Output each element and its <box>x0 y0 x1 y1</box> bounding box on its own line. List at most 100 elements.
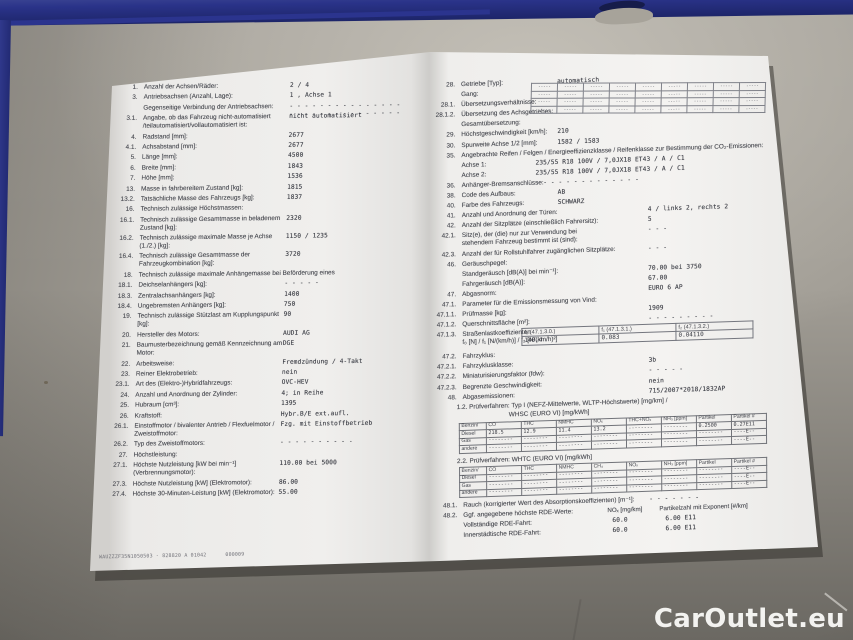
gear-ratio-cell: ----- <box>583 90 610 99</box>
emissions-value-cell: ----E-- <box>731 480 767 489</box>
item-number: 20. <box>121 331 132 339</box>
item-label: Zentralachsanhängers [kg]: <box>137 291 216 300</box>
item-value: 1150 / 1235 <box>285 232 328 240</box>
gear-ratio-cell: ----- <box>738 105 766 113</box>
item-value: - - - - - <box>648 366 684 375</box>
item-number: 42. <box>446 222 456 230</box>
gear-ratio-cell: ----- <box>739 90 766 98</box>
item-number: 13. <box>126 185 136 193</box>
item-number <box>435 172 455 173</box>
item-label: Begrenzte Geschwindigkeit: <box>462 380 542 391</box>
item-label: Masse in fahrbereitem Zustand [kg]: <box>140 183 244 193</box>
item-value: - - - <box>647 225 668 234</box>
item-value: 2677 <box>288 131 305 139</box>
item-value: 3b <box>648 356 657 365</box>
rde-pn-value: 6.00 E11 <box>665 514 697 523</box>
rde-nox-value: 60.0 <box>612 526 628 535</box>
spec-row: 27.1. Höchste Nutzleistung [kW bei min⁻¹]… <box>107 458 416 478</box>
item-label: Reiner Elektrobetrieb: <box>135 369 198 378</box>
gear-ratio-row: ----- ----- ----- ----- ----- ----- ----- -----… <box>530 105 766 114</box>
item-number: 16. <box>125 206 135 214</box>
item-label: Abgasemissionen: <box>462 391 515 401</box>
item-label: Hubraum [cm³]: <box>134 401 180 409</box>
item-number: 5. <box>130 154 137 162</box>
item-value: DGE <box>282 339 295 348</box>
item-number: 4.1. <box>125 143 137 151</box>
emissions-table: Benzin/CO THC NMHC NOₓ THC+NOₓ NH₃ [ppm] Parti… <box>459 412 767 454</box>
emissions-value-cell: -------- <box>556 485 592 495</box>
item-number: 23.1. <box>115 381 130 389</box>
emissions-value-cell: -------- <box>521 442 557 452</box>
item-label: Prüfmasse [kg]: <box>462 309 507 319</box>
emissions-value-cell: -------- <box>626 483 662 493</box>
rde-nox-column-header: NOₓ [mg/km] <box>607 505 643 515</box>
item-label: Fahrzyklusklasse: <box>462 361 514 371</box>
item-value: nein <box>648 376 665 385</box>
gear-ratio-cell: ----- <box>687 97 714 106</box>
item-label: Antriebsachsen (Anzahl, Lage): <box>143 92 233 102</box>
item-label: Spurweite Achse 1/2 [mm]: <box>461 139 538 149</box>
gear-ratio-cell: ----- <box>635 90 662 99</box>
item-value: 1582 / 1583 <box>557 137 600 146</box>
item-label: Ungebremsten Anhängers [kg]: <box>137 301 227 310</box>
gear-ratio-cell: ----- <box>713 82 740 91</box>
item-value: EURO 6 AP <box>648 283 683 292</box>
item-label: Querschnittsfläche [m²]: <box>462 318 530 329</box>
item-value: 1395 <box>280 399 297 408</box>
emissions-value-cell: -------- <box>486 443 522 453</box>
rde-nox-value: 60.0 <box>612 516 628 525</box>
item-number: 36. <box>446 182 456 190</box>
gear-ratio-cell: ----- <box>556 105 583 114</box>
coefficient-value: 140.4 <box>521 334 599 346</box>
item-number: 6. <box>130 164 136 172</box>
spec-row: 21. Baumusterbezeichnung gemäß Kennzeichn… <box>110 338 419 358</box>
spec-row: 16.4. Technisch zulässige Gesamtmasse der… <box>113 250 422 270</box>
item-number: 42.1. <box>441 232 456 241</box>
gear-ratio-cell: ----- <box>713 90 740 98</box>
gear-ratio-cell: ----- <box>634 105 661 114</box>
gear-ratio-cell: ----- <box>530 98 558 107</box>
item-label: Technisch zulässige Höchstmassen: <box>140 204 244 213</box>
gear-ratio-cell: ----- <box>582 105 609 114</box>
item-label: Fahrgeräusch [dB(A)]: <box>462 278 525 288</box>
item-label: Höchste Nutzleistung [kW] (Elektromotor)… <box>132 478 252 488</box>
item-number <box>436 271 456 272</box>
gear-ratio-cell: ----- <box>713 97 740 106</box>
gear-ratio-cell: ----- <box>635 82 662 91</box>
item-label: Standgeräusch [dB(A)] bei min⁻¹]: <box>462 267 559 278</box>
item-number: 26.1. <box>114 422 129 430</box>
item-number: 7. <box>129 174 136 182</box>
item-number: 22. <box>121 360 131 368</box>
item-value: 1837 <box>286 193 303 201</box>
item-number: 40. <box>446 202 456 210</box>
gear-ratio-cell: ----- <box>660 105 688 114</box>
item-value: 5 <box>647 216 652 224</box>
item-number: 4. <box>131 133 137 141</box>
item-number: 48. <box>447 393 457 402</box>
item-label: Länge [mm]: <box>141 153 178 162</box>
item-number: 27.3. <box>112 480 127 488</box>
item-number <box>435 162 455 163</box>
gear-ratio-cell: ----- <box>661 97 688 106</box>
item-label: Höchstgeschwindigkeit [km/h]: <box>461 128 548 139</box>
item-value: nein <box>281 368 298 376</box>
emissions-value-cell: -------- <box>591 484 627 494</box>
gear-ratio-cell: ----- <box>582 98 610 106</box>
item-number: 1. <box>132 83 139 91</box>
item-value: 70.00 bei 3750 <box>648 262 702 272</box>
item-number: 48.1. <box>442 501 458 510</box>
gear-ratio-cell: ----- <box>583 83 610 91</box>
item-number: 19. <box>122 313 132 321</box>
spec-row: 26.1. Einstoffmotor / bivalenter Antrieb … <box>108 419 417 439</box>
item-number: 47.2.2. <box>436 373 457 382</box>
item-value: 90 <box>283 311 292 319</box>
item-number: 16.1. <box>119 216 135 224</box>
spec-row: 19. Technisch zulässige Stützlast am Kupp… <box>111 310 420 330</box>
emissions-value-cell: -------- <box>661 438 697 447</box>
item-label: Höchste Nutzleistung [kW bei min⁻¹] (Ver… <box>133 460 237 477</box>
emissions-value-cell: -------- <box>486 488 522 498</box>
item-number: 18.4. <box>117 302 132 310</box>
item-label: Fahrzyklus: <box>462 352 496 361</box>
